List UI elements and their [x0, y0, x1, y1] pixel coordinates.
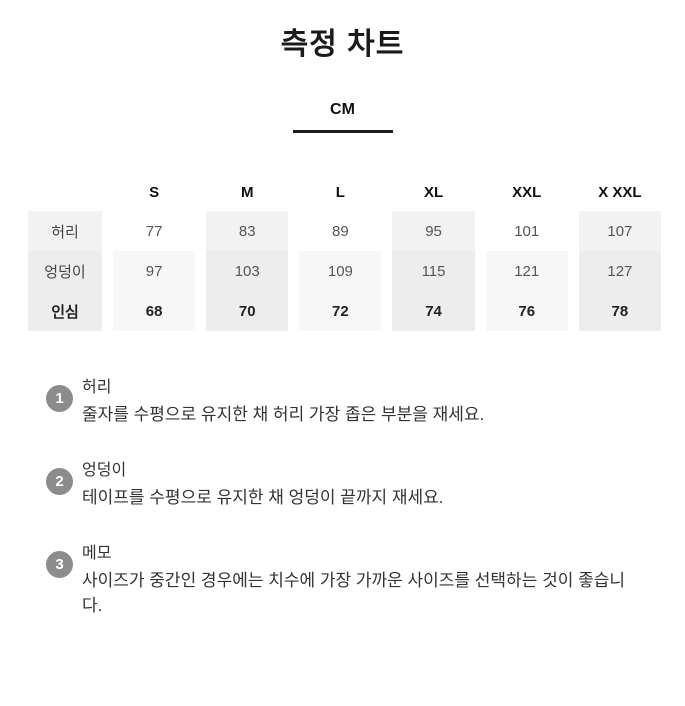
- size-header-l: L: [335, 183, 345, 201]
- hips-value-s: 97: [113, 251, 196, 291]
- waist-value-l: 89: [332, 222, 349, 240]
- row-label-hips: 엉덩이: [28, 251, 102, 291]
- inseam-value-xxxl: 78: [578, 291, 661, 331]
- note-text-2: 엉덩이 테이프를 수평으로 유지한 채 엉덩이 끝까지 재세요.: [82, 460, 444, 510]
- inseam-value-l: 72: [299, 291, 382, 331]
- note-text-3: 메모 사이즈가 중간인 경우에는 치수에 가장 가까운 사이즈를 선택하는 것이…: [82, 543, 634, 618]
- waist-value-xxl: 101: [514, 222, 540, 240]
- note-number-badge-2: 2: [46, 468, 73, 495]
- waist-value-m: 83: [206, 211, 289, 251]
- note-text-1: 허리 줄자를 수평으로 유지한 채 허리 가장 좁은 부분을 재세요.: [82, 377, 484, 427]
- size-header-xxxl: X XXL: [598, 183, 642, 201]
- measurement-table: S M L XL XXL X XXL 허리 77 83 89 95 101 10…: [17, 173, 672, 331]
- row-label-inseam: 인심: [28, 291, 102, 331]
- note-number-2: 2: [55, 473, 64, 490]
- hips-value-l: 109: [299, 251, 382, 291]
- note-number-badge-3: 3: [46, 551, 73, 578]
- corner-cell: [28, 173, 102, 211]
- note-number-1: 1: [55, 390, 64, 407]
- hips-value-xl: 115: [392, 251, 475, 291]
- inseam-value-m: 70: [206, 291, 289, 331]
- size-header-xl: XL: [423, 183, 444, 201]
- table-row-inseam: 인심 68 70 72 74 76 78: [28, 291, 661, 331]
- table-row-hips: 엉덩이 97 103 109 115 121 127: [28, 251, 661, 291]
- size-header-s: S: [149, 183, 160, 201]
- hips-value-xxxl: 127: [578, 251, 661, 291]
- inseam-value-s: 68: [113, 291, 196, 331]
- note-heading-1: 허리: [82, 379, 112, 396]
- unit-underline: [292, 130, 393, 133]
- note-item-memo: 3 메모 사이즈가 중간인 경우에는 치수에 가장 가까운 사이즈를 선택하는 …: [46, 543, 685, 618]
- measuring-instructions: 1 허리 줄자를 수평으로 유지한 채 허리 가장 좁은 부분을 재세요. 2 …: [46, 377, 685, 618]
- note-body-2: 테이프를 수평으로 유지한 채 엉덩이 끝까지 재세요.: [82, 488, 444, 507]
- page-title: 측정 차트: [280, 28, 405, 61]
- size-header-row: S M L XL XXL X XXL: [28, 173, 661, 211]
- waist-value-xl: 95: [392, 211, 475, 251]
- inseam-value-xl: 74: [392, 291, 475, 331]
- waist-value-s: 77: [145, 222, 163, 240]
- note-body-3: 사이즈가 중간인 경우에는 치수에 가장 가까운 사이즈를 선택하는 것이 좋습…: [82, 571, 625, 615]
- table-row-waist: 허리 77 83 89 95 101 107: [28, 211, 661, 251]
- note-heading-2: 엉덩이: [82, 462, 127, 479]
- note-body-1: 줄자를 수평으로 유지한 채 허리 가장 좁은 부분을 재세요.: [82, 405, 485, 424]
- unit-label: CM: [330, 101, 355, 118]
- inseam-value-xxl: 76: [485, 291, 568, 331]
- size-header-xxl: XXL: [512, 183, 542, 201]
- hips-value-m: 103: [206, 251, 289, 291]
- hips-value-xxl: 121: [485, 251, 568, 291]
- waist-value-xxxl: 107: [578, 211, 661, 251]
- note-item-waist: 1 허리 줄자를 수평으로 유지한 채 허리 가장 좁은 부분을 재세요.: [46, 377, 685, 427]
- note-number-3: 3: [55, 556, 64, 573]
- size-header-m: M: [240, 183, 254, 201]
- note-item-hips: 2 엉덩이 테이프를 수평으로 유지한 채 엉덩이 끝까지 재세요.: [46, 460, 685, 510]
- row-label-waist: 허리: [28, 211, 102, 251]
- note-number-badge-1: 1: [46, 385, 73, 412]
- note-heading-3: 메모: [82, 545, 112, 562]
